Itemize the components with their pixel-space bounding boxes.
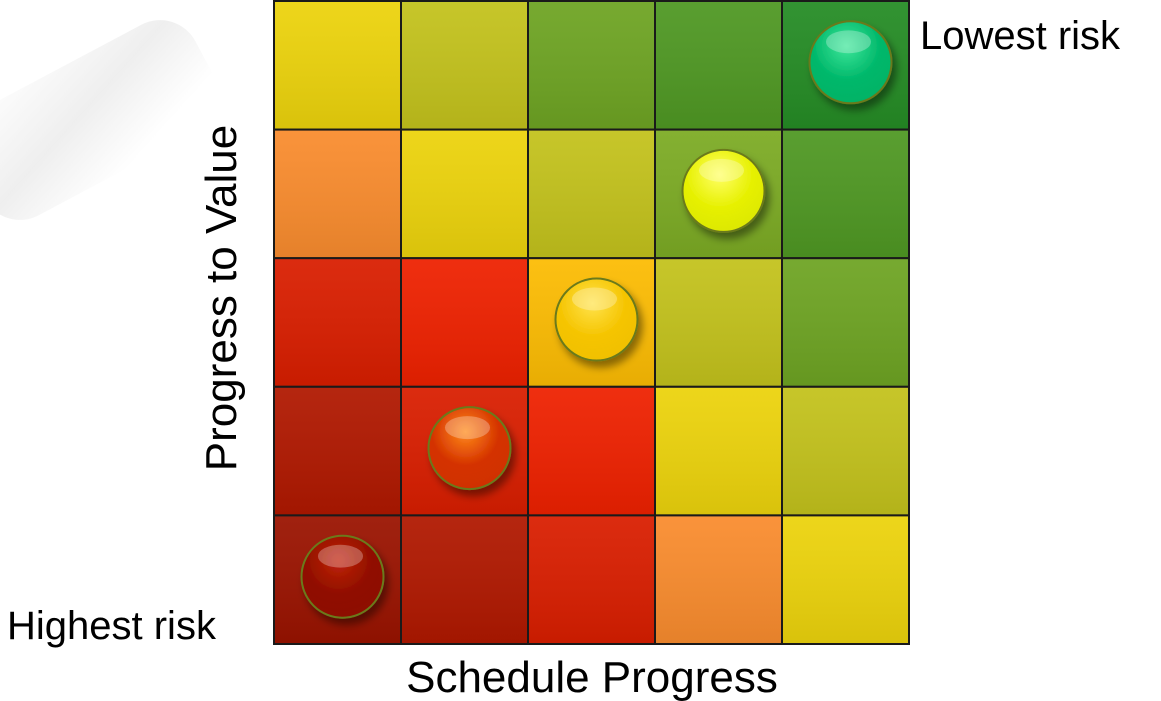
x-axis-label: Schedule Progress (406, 653, 778, 701)
matrix-cell-shade (402, 259, 527, 386)
lowest-risk-label: Lowest risk (920, 14, 1121, 58)
matrix-cell-shade (656, 516, 781, 643)
risk-marker-1 (808, 20, 893, 105)
risk-marker-gloss (444, 416, 491, 440)
matrix-cell-shade (783, 130, 908, 258)
matrix-cell-shade (656, 387, 781, 515)
risk-marker-3 (554, 277, 639, 362)
risk-marker-5 (300, 534, 385, 619)
risk-marker-ball (554, 277, 639, 362)
risk-marker-gloss (698, 158, 745, 182)
matrix-cell-shade (402, 516, 527, 643)
risk-marker-ball (681, 148, 766, 233)
matrix-cell-shade (402, 130, 527, 258)
matrix-cell-shade (275, 2, 400, 129)
matrix-cell-shade (529, 2, 654, 129)
matrix-cell-shade (275, 387, 400, 515)
risk-marker-gloss (571, 287, 618, 311)
matrix-cell-shade (783, 516, 908, 643)
matrix-cell-shade (656, 259, 781, 386)
risk-marker-ball (427, 406, 512, 491)
risk-marker-4 (427, 406, 512, 491)
matrix-cell-shade (783, 259, 908, 386)
matrix-cell-shade (783, 387, 908, 515)
matrix-cell-shade (275, 130, 400, 258)
risk-marker-ball (808, 20, 893, 105)
matrix-cell-shade (529, 516, 654, 643)
risk-marker-2 (681, 148, 766, 233)
matrix-cell-shade (529, 130, 654, 258)
highest-risk-label: Highest risk (7, 604, 216, 648)
risk-marker-gloss (317, 544, 364, 568)
matrix-cell-shade (402, 2, 527, 129)
markers-layer (300, 20, 893, 619)
risk-marker-gloss (825, 30, 872, 54)
matrix-cell-shade (656, 2, 781, 129)
matrix-cell-shade (275, 259, 400, 386)
matrix-cell-shade (529, 387, 654, 515)
y-axis-label: Progress to Value (197, 124, 246, 472)
risk-marker-ball (300, 534, 385, 619)
